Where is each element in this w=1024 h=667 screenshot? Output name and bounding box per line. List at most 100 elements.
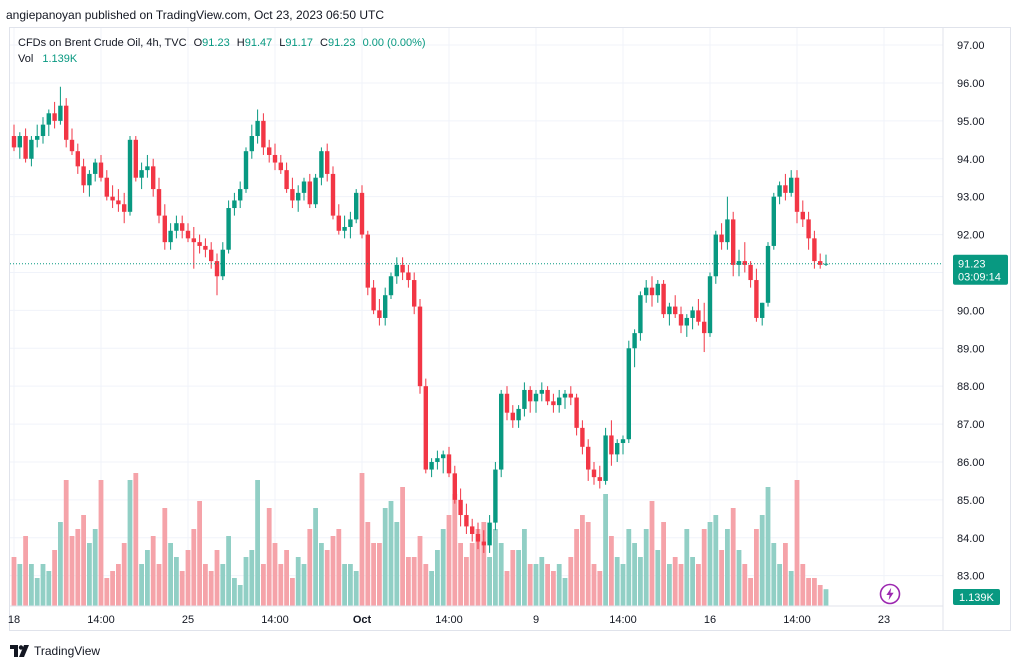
candle-body — [678, 314, 684, 326]
candle-body — [812, 238, 817, 262]
candlestick-chart[interactable]: 97.0096.0095.0094.0093.0092.0091.0090.00… — [0, 0, 1024, 640]
volume-bar — [556, 564, 562, 606]
volume-bar — [458, 543, 463, 606]
candle-body — [748, 264, 753, 281]
candle-body — [731, 219, 736, 265]
volume-bar — [63, 480, 69, 606]
y-tick-label: 85.00 — [957, 495, 985, 507]
volume-bar — [98, 480, 104, 606]
candle-body — [777, 185, 782, 197]
volume-bar — [139, 564, 144, 606]
volume-bar — [696, 564, 701, 606]
candle-body — [226, 208, 231, 250]
volume-bar — [92, 529, 98, 606]
volume-bar — [725, 529, 730, 606]
candle-body — [325, 151, 330, 174]
candle-body — [620, 439, 626, 444]
candle-body — [330, 173, 336, 216]
candle-body — [702, 321, 707, 334]
y-tick-label: 90.00 — [957, 305, 985, 317]
volume-bar — [29, 564, 34, 606]
volume-bar — [643, 529, 649, 606]
candle-body — [533, 393, 539, 402]
volume-bar — [104, 578, 110, 606]
candle-body — [806, 219, 811, 239]
volume-bar — [377, 543, 382, 606]
candle-body — [452, 473, 457, 500]
candle-body — [319, 151, 324, 178]
volume-bar — [626, 529, 632, 606]
candle-body — [238, 189, 243, 201]
volume-bar — [162, 508, 168, 606]
candle-body — [644, 287, 649, 296]
x-tick-label: 18 — [8, 614, 20, 626]
volume-bar — [533, 564, 539, 606]
candle-body — [800, 211, 805, 220]
volume-bar — [678, 564, 684, 606]
volume-bar — [701, 529, 707, 606]
candle-body — [475, 533, 481, 542]
volume-bar — [783, 543, 788, 606]
candle-body — [725, 219, 730, 243]
candle-body — [429, 461, 434, 470]
candle-body — [667, 306, 672, 315]
candle-body — [110, 196, 115, 201]
chart-frame[interactable] — [9, 27, 1011, 631]
volume-bar — [40, 564, 46, 606]
candle-body — [713, 234, 718, 277]
volume-bar — [788, 571, 794, 606]
volume-bar — [52, 550, 57, 606]
candle-body — [139, 170, 144, 178]
volume-bar — [493, 529, 498, 606]
volume-bar — [382, 508, 388, 606]
volume-bar — [655, 550, 661, 606]
candle-body — [342, 226, 347, 231]
volume-bar — [609, 536, 614, 606]
y-tick-label: 88.00 — [957, 381, 985, 393]
volume-bar — [585, 522, 591, 606]
volume-bar — [730, 508, 736, 606]
candle-body — [470, 526, 475, 534]
last-price-label: 91.23 — [958, 259, 986, 271]
candle-body — [742, 261, 747, 265]
legend-symbol: CFDs on Brent Crude Oil, 4h, TVC — [18, 37, 187, 49]
y-tick-label: 96.00 — [957, 78, 985, 90]
legend-l-value: 91.17 — [285, 37, 313, 49]
candle-body — [394, 264, 399, 277]
volume-bar — [266, 508, 272, 606]
lightning-icon[interactable] — [879, 583, 901, 605]
candle-body — [371, 287, 376, 311]
candle-body — [162, 215, 167, 243]
grid-layer — [10, 28, 943, 606]
volume-bar — [388, 501, 394, 606]
volume-bar — [510, 550, 516, 606]
x-tick-label: 16 — [704, 614, 716, 626]
legend-h-label: H — [236, 37, 245, 49]
tradingview-logo-icon[interactable] — [10, 645, 30, 657]
candle-body — [783, 185, 788, 193]
candle-body — [203, 245, 208, 250]
candle-body — [539, 389, 544, 394]
candle-body — [487, 522, 492, 546]
volume-bar — [145, 550, 150, 606]
candle-body — [545, 389, 550, 402]
candle-body — [35, 136, 40, 140]
candle-body — [446, 454, 452, 474]
volume-bar — [614, 557, 620, 606]
volume-bar — [121, 543, 127, 606]
volume-bar — [324, 550, 330, 606]
volume-bar — [440, 529, 446, 606]
volume-bar — [551, 571, 556, 606]
volume-bar — [516, 550, 521, 606]
candle-body — [127, 139, 133, 212]
x-tick-label: 14:00 — [435, 614, 463, 626]
candle-body — [75, 151, 80, 167]
candle-body — [504, 393, 510, 413]
volume-bar — [313, 508, 318, 606]
footer-brand[interactable]: TradingView — [34, 644, 101, 658]
volume-bar — [429, 571, 434, 606]
candle-body — [191, 238, 196, 243]
volume-bar — [110, 571, 115, 606]
candle-body — [574, 397, 579, 428]
candle-body — [336, 215, 341, 231]
